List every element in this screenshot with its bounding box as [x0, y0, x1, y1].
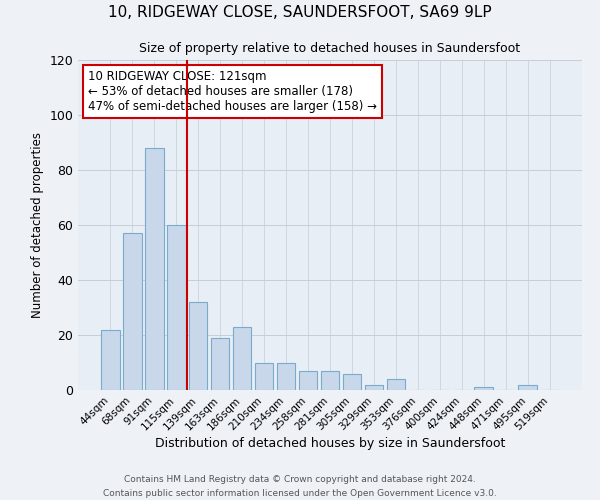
Bar — [101, 330, 119, 390]
Bar — [475, 387, 493, 390]
Bar — [145, 148, 164, 390]
Text: 10, RIDGEWAY CLOSE, SAUNDERSFOOT, SA69 9LP: 10, RIDGEWAY CLOSE, SAUNDERSFOOT, SA69 9… — [108, 5, 492, 20]
Bar — [277, 362, 295, 390]
Y-axis label: Number of detached properties: Number of detached properties — [31, 132, 44, 318]
Text: 10 RIDGEWAY CLOSE: 121sqm
← 53% of detached houses are smaller (178)
47% of semi: 10 RIDGEWAY CLOSE: 121sqm ← 53% of detac… — [88, 70, 377, 113]
X-axis label: Distribution of detached houses by size in Saundersfoot: Distribution of detached houses by size … — [155, 438, 505, 450]
Bar — [167, 225, 185, 390]
Bar — [320, 371, 340, 390]
Bar — [233, 327, 251, 390]
Bar — [211, 338, 229, 390]
Title: Size of property relative to detached houses in Saundersfoot: Size of property relative to detached ho… — [139, 42, 521, 54]
Bar — [518, 384, 537, 390]
Bar — [123, 233, 142, 390]
Bar — [386, 379, 405, 390]
Bar — [189, 302, 208, 390]
Bar — [255, 362, 274, 390]
Bar — [299, 371, 317, 390]
Bar — [365, 384, 383, 390]
Bar — [343, 374, 361, 390]
Text: Contains HM Land Registry data © Crown copyright and database right 2024.
Contai: Contains HM Land Registry data © Crown c… — [103, 476, 497, 498]
